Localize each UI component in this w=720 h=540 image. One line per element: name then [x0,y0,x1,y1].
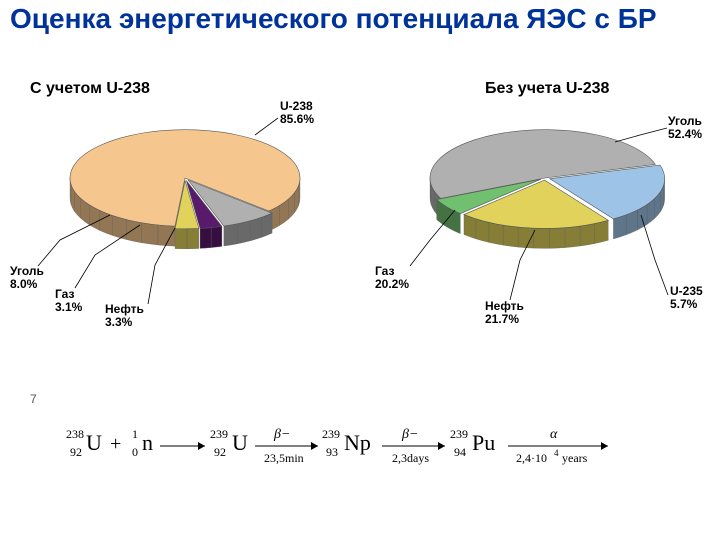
chart-left: С учетом U-238 U-23885.6% Уголь8.0% Газ3… [0,80,370,350]
charts-row: С учетом U-238 U-23885.6% Уголь8.0% Газ3… [0,80,720,350]
nuclear-reaction-formula: 238 92 U + 1 0 n 239 92 U β− 23 [60,408,660,488]
svg-text:92: 92 [70,445,82,459]
label-neft-right: Нефть21.7% [485,300,524,326]
svg-text:U: U [232,430,248,455]
label-gaz-right: Газ20.2% [375,265,409,291]
svg-text:n: n [142,430,153,455]
svg-text:U: U [86,430,102,455]
svg-text:α: α [550,427,558,442]
svg-text:0: 0 [132,445,138,459]
svg-text:239: 239 [210,427,228,441]
label-u238: U-23885.6% [280,100,314,126]
svg-text:93: 93 [326,445,338,459]
page-number: 7 [30,392,37,406]
label-ugol-right: Уголь52.4% [668,115,702,141]
chart-right-title: Без учета U-238 [485,80,609,98]
label-u235-right: U-2355.7% [670,285,703,311]
label-gaz-left: Газ3.1% [55,288,82,314]
svg-text:239: 239 [322,427,340,441]
label-neft-left: Нефть3.3% [105,303,144,329]
svg-text:1: 1 [132,427,138,441]
page-title: Оценка энергетического потенциала ЯЭС с … [10,4,710,35]
svg-text:94: 94 [454,445,466,459]
svg-text:92: 92 [214,445,226,459]
svg-text:Np: Np [344,430,371,455]
svg-text:2,4·10: 2,4·10 [516,451,547,465]
svg-text:β−: β− [273,427,290,442]
svg-text:238: 238 [66,427,84,441]
svg-text:2,3days: 2,3days [392,451,429,465]
svg-text:years: years [562,451,588,465]
pie-left-svg [0,98,370,318]
svg-text:4: 4 [554,448,559,458]
svg-text:β−: β− [401,427,418,442]
svg-text:+: + [110,433,121,455]
chart-left-title: С учетом U-238 [30,80,150,98]
svg-text:Pu: Pu [472,430,495,455]
svg-text:23,5min: 23,5min [264,451,304,465]
svg-text:239: 239 [450,427,468,441]
label-ugol-left: Уголь8.0% [10,265,44,291]
chart-right: Без учета U-238 Уголь52.4% Газ20.2% Нефт… [370,80,720,350]
